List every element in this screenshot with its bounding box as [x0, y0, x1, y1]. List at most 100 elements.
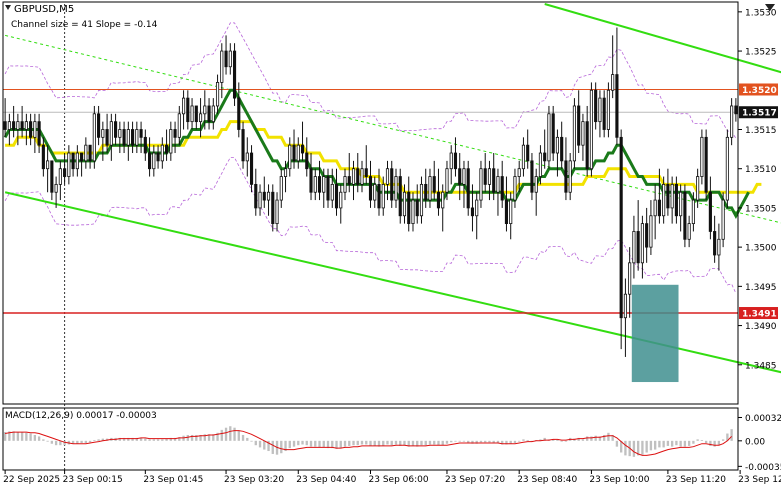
candle [33, 113, 37, 154]
macd-histogram-bar [509, 440, 512, 444]
candle [615, 27, 619, 146]
macd-histogram-bar [76, 440, 79, 444]
macd-histogram-bar [20, 432, 24, 441]
macd-histogram-bar [212, 434, 215, 441]
candle [534, 168, 538, 216]
candle [441, 184, 445, 232]
candle [305, 137, 309, 177]
candle [97, 105, 101, 146]
macd-histogram-bar [8, 431, 11, 441]
candle-body-bull [679, 191, 683, 217]
macd-indicator [3, 426, 733, 457]
macd-histogram-bar [394, 440, 398, 445]
candle [432, 160, 436, 201]
candle-body-bull [721, 199, 725, 240]
candle [734, 98, 738, 122]
candle-body-bull [649, 215, 653, 248]
macd-histogram-bar [250, 440, 253, 442]
macd-histogram-bar [713, 440, 716, 447]
candle-body-bear [41, 144, 45, 170]
candle-body-bull [662, 183, 666, 217]
macd-histogram-bar [335, 440, 338, 449]
candle-body-bear [249, 152, 254, 185]
candle-body-bear [619, 136, 623, 319]
candle-body-bear [424, 183, 428, 201]
candle [288, 137, 292, 177]
macd-histogram-bar [386, 440, 389, 445]
candle-body-bull [428, 176, 432, 201]
price-tick-label: 1.3525 [745, 48, 777, 58]
candle-body-bull [343, 176, 347, 193]
candle-body-bear [97, 113, 101, 138]
scroll-marker-icon[interactable] [765, 4, 775, 11]
candle-body-bull [152, 152, 156, 170]
candle [173, 121, 177, 154]
candle-body-bear [105, 129, 109, 146]
candle-body-bear [241, 129, 245, 162]
candle [653, 184, 657, 240]
candle [496, 168, 500, 216]
candle [254, 168, 258, 216]
candle-body-bear [436, 191, 441, 209]
candle-body-bear [237, 97, 241, 130]
candle [402, 184, 407, 224]
candle-body-bull [339, 191, 343, 209]
candle-body-bull [266, 191, 271, 201]
candle [449, 145, 453, 185]
macd-histogram-bar [700, 440, 704, 441]
candle [428, 168, 432, 208]
candle-body-bear [657, 199, 661, 217]
candle-body-bull [475, 199, 479, 217]
candle-body-bull [275, 199, 279, 225]
candle-body-bull [258, 191, 262, 209]
macd-histogram-bar [467, 440, 470, 444]
candle-body-bear [173, 129, 177, 138]
macd-histogram-bar [331, 440, 334, 449]
macd-histogram-bar [71, 440, 75, 444]
macd-histogram-bar [178, 437, 181, 441]
candle [611, 35, 615, 99]
macd-histogram-bar [675, 440, 678, 446]
candle-body-bear [29, 121, 33, 138]
price-tag-orange [739, 83, 778, 96]
macd-histogram-bar [505, 440, 508, 445]
candle-body-bull [653, 199, 657, 217]
macd-histogram-bar [454, 440, 457, 442]
macd-histogram-bar [670, 440, 674, 447]
candle [445, 160, 449, 201]
time-tick-label: 23 Sep 10:00 [589, 475, 649, 485]
macd-histogram-bar [237, 430, 240, 441]
macd-histogram-bar [37, 436, 41, 441]
candle [555, 129, 560, 177]
candle [101, 121, 105, 161]
macd-histogram-bar [373, 440, 376, 446]
candle-body-bull [92, 113, 96, 162]
macd-histogram-bar [726, 433, 729, 441]
macd-histogram-bar [462, 440, 466, 442]
macd-histogram-bar [560, 440, 563, 442]
candle [135, 121, 139, 154]
macd-histogram-bar [445, 440, 449, 444]
macd-histogram-bar [59, 440, 62, 446]
candle [152, 145, 156, 177]
candle-body-bull [534, 176, 538, 193]
macd-histogram-bar [280, 440, 283, 454]
dropdown-arrow-icon[interactable] [5, 5, 11, 10]
macd-histogram-bar [25, 432, 28, 441]
macd-histogram-bar [267, 440, 270, 452]
candle-body-bear [526, 144, 530, 162]
candle [368, 160, 373, 208]
candle [37, 113, 41, 154]
candle [211, 98, 215, 130]
candle-body-bull [670, 183, 674, 209]
macd-histogram-bar [122, 437, 126, 441]
candle-body-bull [419, 183, 424, 217]
macd-histogram-bar [127, 437, 130, 441]
candle-body-bear [12, 121, 16, 130]
macd-histogram-bar [292, 440, 296, 447]
candle [602, 90, 606, 138]
macd-histogram-bar [649, 440, 653, 451]
candle [67, 145, 71, 185]
candle [114, 113, 118, 146]
candle [623, 278, 627, 357]
